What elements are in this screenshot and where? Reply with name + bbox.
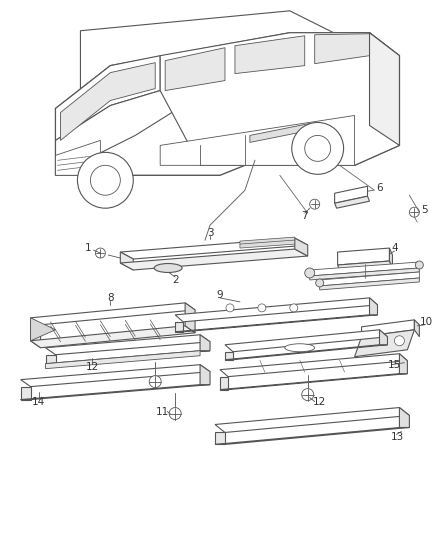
Polygon shape bbox=[165, 47, 225, 91]
Circle shape bbox=[410, 207, 419, 217]
Circle shape bbox=[149, 376, 161, 387]
Polygon shape bbox=[240, 237, 295, 248]
Text: 12: 12 bbox=[86, 362, 99, 372]
Polygon shape bbox=[235, 36, 305, 74]
Circle shape bbox=[226, 304, 234, 312]
Polygon shape bbox=[60, 63, 155, 140]
Circle shape bbox=[305, 268, 314, 278]
Polygon shape bbox=[335, 196, 370, 208]
Circle shape bbox=[169, 408, 181, 419]
Text: 14: 14 bbox=[32, 397, 45, 407]
Polygon shape bbox=[250, 124, 310, 142]
Polygon shape bbox=[31, 318, 41, 348]
Circle shape bbox=[316, 279, 324, 287]
Polygon shape bbox=[220, 374, 407, 390]
Polygon shape bbox=[175, 298, 378, 322]
Polygon shape bbox=[295, 238, 308, 256]
Polygon shape bbox=[31, 326, 195, 348]
Ellipse shape bbox=[285, 344, 314, 352]
Polygon shape bbox=[56, 140, 100, 175]
Text: 3: 3 bbox=[207, 228, 213, 238]
Circle shape bbox=[305, 135, 331, 161]
Text: 10: 10 bbox=[420, 317, 433, 327]
Polygon shape bbox=[200, 365, 210, 385]
Text: 12: 12 bbox=[313, 397, 326, 407]
Polygon shape bbox=[399, 354, 407, 374]
Polygon shape bbox=[338, 261, 392, 272]
Polygon shape bbox=[175, 315, 378, 332]
Polygon shape bbox=[335, 186, 367, 203]
Polygon shape bbox=[310, 268, 419, 280]
Polygon shape bbox=[78, 165, 133, 175]
Circle shape bbox=[310, 199, 320, 209]
Text: 7: 7 bbox=[301, 211, 308, 221]
Polygon shape bbox=[31, 303, 195, 325]
Polygon shape bbox=[314, 34, 370, 63]
Polygon shape bbox=[21, 365, 210, 386]
Text: 9: 9 bbox=[217, 290, 223, 300]
Polygon shape bbox=[21, 386, 31, 400]
Polygon shape bbox=[160, 116, 355, 165]
Circle shape bbox=[258, 304, 266, 312]
Circle shape bbox=[95, 248, 106, 258]
Polygon shape bbox=[46, 351, 200, 369]
Polygon shape bbox=[225, 330, 388, 352]
Polygon shape bbox=[215, 432, 225, 445]
Polygon shape bbox=[370, 298, 378, 315]
Ellipse shape bbox=[154, 263, 182, 272]
Polygon shape bbox=[220, 354, 407, 377]
Text: 11: 11 bbox=[155, 407, 169, 416]
Polygon shape bbox=[338, 248, 389, 265]
Polygon shape bbox=[81, 11, 389, 110]
Circle shape bbox=[302, 389, 314, 401]
Polygon shape bbox=[215, 408, 410, 432]
Polygon shape bbox=[46, 335, 210, 355]
Polygon shape bbox=[225, 345, 388, 360]
Polygon shape bbox=[120, 252, 133, 270]
Polygon shape bbox=[21, 385, 210, 400]
Circle shape bbox=[415, 261, 424, 269]
Circle shape bbox=[395, 336, 404, 346]
Polygon shape bbox=[56, 33, 399, 175]
Polygon shape bbox=[200, 335, 210, 351]
Text: 5: 5 bbox=[421, 205, 427, 215]
Polygon shape bbox=[185, 303, 195, 333]
Polygon shape bbox=[160, 33, 399, 165]
Circle shape bbox=[292, 123, 343, 174]
Text: 15: 15 bbox=[388, 360, 401, 370]
Circle shape bbox=[290, 304, 298, 312]
Polygon shape bbox=[355, 330, 414, 357]
Polygon shape bbox=[320, 278, 419, 290]
Circle shape bbox=[90, 165, 120, 195]
Polygon shape bbox=[379, 330, 388, 345]
Text: 2: 2 bbox=[172, 275, 178, 285]
Polygon shape bbox=[120, 238, 308, 259]
Polygon shape bbox=[56, 91, 175, 175]
Polygon shape bbox=[320, 272, 419, 286]
Polygon shape bbox=[414, 320, 419, 337]
Text: 1: 1 bbox=[85, 243, 92, 253]
Text: 4: 4 bbox=[391, 243, 398, 253]
Polygon shape bbox=[46, 355, 56, 364]
Polygon shape bbox=[225, 352, 233, 360]
Polygon shape bbox=[175, 322, 183, 332]
Text: 8: 8 bbox=[107, 293, 113, 303]
Polygon shape bbox=[389, 248, 392, 268]
Polygon shape bbox=[120, 249, 308, 270]
Polygon shape bbox=[361, 320, 414, 337]
Polygon shape bbox=[220, 377, 228, 390]
Polygon shape bbox=[310, 262, 419, 276]
Polygon shape bbox=[399, 408, 410, 427]
Polygon shape bbox=[46, 351, 210, 364]
Polygon shape bbox=[31, 318, 56, 341]
Text: 6: 6 bbox=[376, 183, 383, 193]
Polygon shape bbox=[370, 33, 399, 146]
Text: 13: 13 bbox=[391, 432, 404, 442]
Circle shape bbox=[78, 152, 133, 208]
Polygon shape bbox=[215, 427, 410, 445]
Polygon shape bbox=[56, 55, 160, 140]
